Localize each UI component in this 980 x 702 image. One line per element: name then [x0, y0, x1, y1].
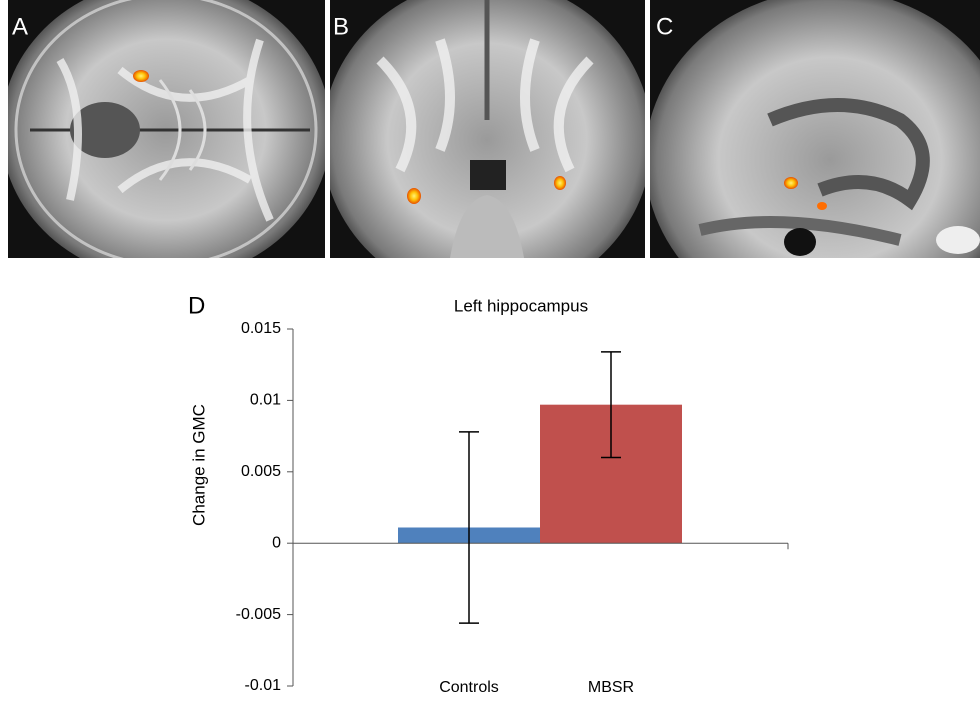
error-bar	[601, 351, 621, 459]
y-tick-label: -0.005	[236, 606, 281, 623]
y-axis-label: Change in GMC	[189, 404, 208, 526]
panel-label: A	[12, 13, 28, 40]
brain-image-sagittal	[650, 0, 980, 258]
panel-label: C	[656, 13, 673, 40]
x-tick-label: MBSR	[588, 679, 634, 696]
panel-label: D	[188, 292, 205, 319]
chart-title: Left hippocampus	[454, 296, 588, 315]
y-tick-label: 0.01	[250, 392, 281, 409]
brain-image-coronal	[330, 0, 645, 258]
brain-image-axial	[8, 0, 325, 258]
panel-label: B	[333, 13, 349, 40]
x-tick-label: Controls	[439, 679, 499, 696]
y-tick-label: -0.01	[245, 677, 282, 694]
y-tick-label: 0.005	[241, 463, 281, 480]
error-bar	[459, 431, 479, 624]
y-tick-label: 0	[272, 534, 281, 551]
y-tick-label: 0.015	[241, 320, 281, 337]
